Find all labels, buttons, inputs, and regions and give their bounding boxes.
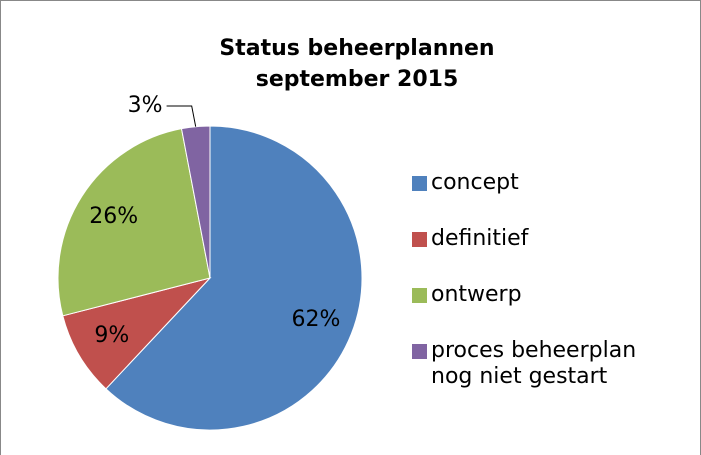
legend-item: ontwerp — [412, 282, 682, 308]
legend-label: ontwerp — [431, 282, 522, 307]
legend-swatch — [412, 176, 427, 191]
legend-label: concept — [431, 170, 519, 195]
pie-slice — [62, 277, 212, 390]
data-label: 62% — [292, 307, 341, 332]
legend-label: definitief — [431, 226, 529, 251]
data-label: 3% — [128, 93, 163, 118]
data-label: 9% — [94, 323, 129, 348]
legend-item: concept — [412, 170, 682, 196]
chart-title: Status beheerplannen — [219, 36, 494, 61]
chart-title: september 2015 — [256, 67, 459, 92]
pie-slice — [105, 125, 363, 431]
legend-swatch — [412, 232, 427, 247]
legend-label: proces beheerplan nog niet gestart — [431, 338, 637, 389]
legend-swatch — [412, 344, 427, 359]
legend-item: definitief — [412, 226, 682, 252]
leader-line — [166, 105, 197, 127]
legend-item: proces beheerplan nog niet gestart — [412, 338, 682, 390]
legend-swatch — [412, 288, 427, 303]
pie-slice — [57, 128, 211, 317]
data-label: 26% — [89, 204, 138, 229]
